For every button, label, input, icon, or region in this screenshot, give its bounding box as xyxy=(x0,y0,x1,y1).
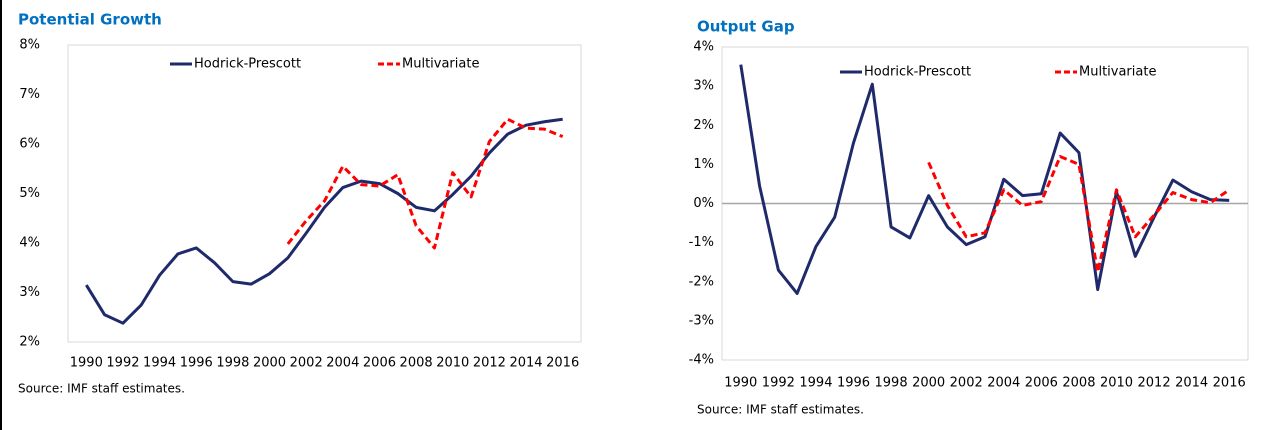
x-tick-label: 2012 xyxy=(1138,376,1171,391)
y-tick-label: 8% xyxy=(19,38,40,53)
y-tick-label: 4% xyxy=(19,236,40,251)
x-tick-label: 2000 xyxy=(253,356,286,371)
x-tick-label: 1994 xyxy=(143,356,176,371)
x-tick-label: 2006 xyxy=(363,356,396,371)
y-tick-label: 0% xyxy=(693,196,714,211)
x-tick-label: 2008 xyxy=(400,356,433,371)
y-tick-label: 5% xyxy=(19,186,40,201)
x-tick-label: 2000 xyxy=(912,376,945,391)
x-tick-label: 1998 xyxy=(216,356,249,371)
series-line xyxy=(85,117,563,325)
x-tick-label: 1996 xyxy=(837,376,870,391)
y-tick-label: -4% xyxy=(689,353,714,368)
y-tick-label: 7% xyxy=(19,87,40,102)
series-line xyxy=(927,155,1231,274)
x-tick-label: 2002 xyxy=(950,376,983,391)
x-tick-label: 2014 xyxy=(509,356,542,371)
y-tick-label: 1% xyxy=(693,157,714,172)
y-tick-label: -3% xyxy=(689,313,714,328)
x-tick-label: 2016 xyxy=(1213,376,1246,391)
x-tick-label: 2010 xyxy=(1100,376,1133,391)
x-tick-label: 2010 xyxy=(436,356,469,371)
x-tick-label: 1992 xyxy=(106,356,139,371)
x-tick-label: 1998 xyxy=(875,376,908,391)
x-tick-label: 1990 xyxy=(70,356,103,371)
x-tick-label: 2006 xyxy=(1025,376,1058,391)
y-tick-label: -1% xyxy=(689,235,714,250)
legend-label: Hodrick-Prescott xyxy=(864,65,971,80)
x-tick-label: 2012 xyxy=(473,356,506,371)
y-tick-label: 6% xyxy=(19,137,40,152)
x-tick-label: 1994 xyxy=(799,376,832,391)
source-note: Source: IMF staff estimates. xyxy=(697,403,864,417)
x-tick-label: 2016 xyxy=(546,356,579,371)
y-tick-label: 4% xyxy=(693,40,714,55)
legend-label: Hodrick-Prescott xyxy=(194,57,301,72)
x-tick-label: 2008 xyxy=(1062,376,1095,391)
x-tick-label: 2014 xyxy=(1175,376,1208,391)
x-tick-label: 2004 xyxy=(326,356,359,371)
x-tick-label: 1992 xyxy=(762,376,795,391)
series-line xyxy=(739,64,1230,295)
chart-title: Potential Growth xyxy=(18,11,162,29)
y-tick-label: 3% xyxy=(693,79,714,94)
x-tick-label: 2002 xyxy=(290,356,323,371)
y-tick-label: 2% xyxy=(19,335,40,350)
x-tick-label: 1990 xyxy=(724,376,757,391)
source-note: Source: IMF staff estimates. xyxy=(18,382,185,396)
legend-label: Multivariate xyxy=(402,57,479,72)
y-tick-label: 3% xyxy=(19,285,40,300)
x-tick-label: 2004 xyxy=(987,376,1020,391)
y-tick-label: -2% xyxy=(689,274,714,289)
x-tick-label: 1996 xyxy=(180,356,213,371)
y-tick-label: 2% xyxy=(693,118,714,133)
plot-frame xyxy=(67,44,582,343)
series-line xyxy=(286,117,564,250)
chart-title: Output Gap xyxy=(697,18,795,36)
legend-label: Multivariate xyxy=(1079,65,1156,80)
